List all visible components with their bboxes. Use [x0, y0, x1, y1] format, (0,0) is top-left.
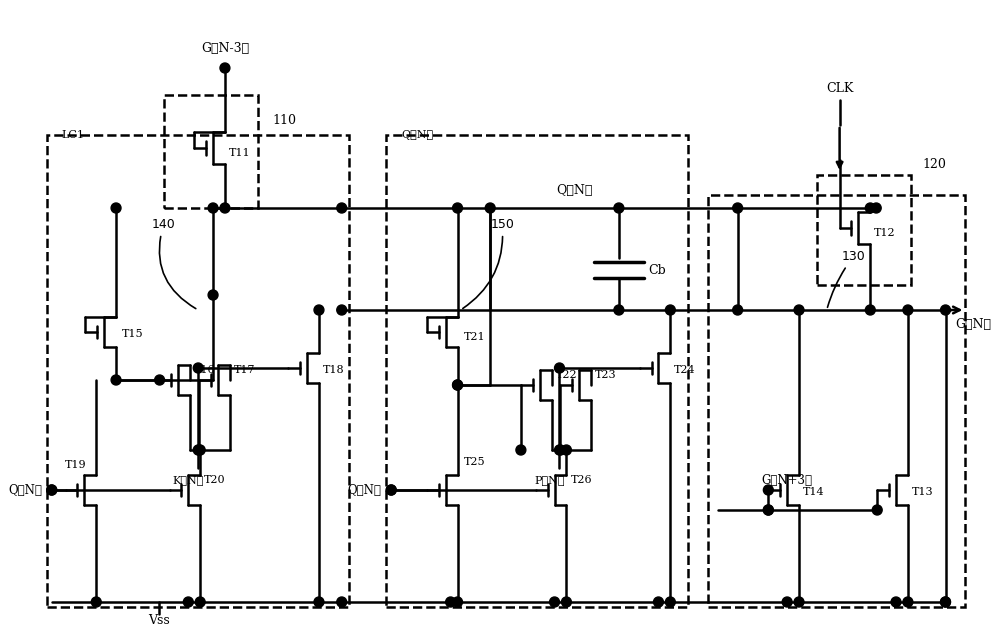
Circle shape [516, 445, 526, 455]
Bar [47, 135, 349, 607]
Circle shape [453, 597, 462, 607]
Text: T11: T11 [229, 148, 251, 158]
Circle shape [941, 597, 950, 607]
Circle shape [891, 597, 901, 607]
Circle shape [111, 203, 121, 213]
Circle shape [733, 203, 743, 213]
Circle shape [446, 597, 456, 607]
Circle shape [614, 203, 624, 213]
Circle shape [555, 363, 564, 373]
Circle shape [314, 597, 324, 607]
Text: T26: T26 [570, 475, 592, 485]
Circle shape [47, 485, 57, 495]
Text: 130: 130 [827, 250, 865, 307]
Text: 150: 150 [463, 218, 514, 308]
Text: CLK: CLK [826, 81, 853, 95]
Circle shape [337, 597, 347, 607]
Circle shape [453, 203, 462, 213]
Circle shape [155, 375, 165, 385]
Bar [708, 195, 965, 607]
Bar [817, 175, 911, 285]
Text: 140: 140 [152, 218, 196, 308]
Circle shape [111, 375, 121, 385]
Circle shape [91, 597, 101, 607]
Circle shape [193, 363, 203, 373]
Circle shape [794, 305, 804, 315]
Text: T23: T23 [595, 370, 617, 380]
Circle shape [386, 485, 396, 495]
Circle shape [47, 485, 57, 495]
Text: G（N-3）: G（N-3） [201, 41, 249, 55]
Circle shape [556, 445, 565, 455]
Circle shape [654, 597, 663, 607]
Circle shape [865, 203, 875, 213]
Text: T14: T14 [803, 487, 825, 497]
Circle shape [665, 597, 675, 607]
Text: K（N）: K（N） [173, 475, 204, 485]
Text: 110: 110 [272, 113, 296, 127]
Circle shape [872, 505, 882, 515]
Circle shape [763, 505, 773, 515]
Text: T20: T20 [204, 475, 226, 485]
Text: T13: T13 [912, 487, 933, 497]
Text: T15: T15 [122, 329, 144, 339]
Circle shape [194, 445, 204, 455]
Circle shape [195, 597, 205, 607]
Circle shape [193, 445, 203, 455]
Text: Cb: Cb [649, 263, 666, 277]
Bar [164, 95, 258, 208]
Circle shape [453, 380, 462, 390]
Text: T21: T21 [463, 332, 485, 342]
Text: Q（N）: Q（N） [401, 130, 433, 140]
Circle shape [941, 305, 950, 315]
Circle shape [903, 305, 913, 315]
Text: T16: T16 [194, 365, 216, 375]
Text: T25: T25 [463, 457, 485, 467]
Circle shape [733, 305, 743, 315]
Text: G（N）: G（N） [955, 319, 991, 331]
Text: Q（N）: Q（N） [347, 483, 381, 497]
Text: T12: T12 [874, 228, 896, 238]
Text: LC1: LC1 [62, 130, 85, 140]
Text: Q（N）: Q（N） [556, 184, 593, 197]
Circle shape [337, 305, 347, 315]
Text: T22: T22 [556, 370, 577, 380]
Circle shape [614, 305, 624, 315]
Circle shape [561, 445, 571, 455]
Circle shape [782, 597, 792, 607]
Text: T18: T18 [323, 365, 345, 375]
Circle shape [208, 203, 218, 213]
Circle shape [314, 305, 324, 315]
Circle shape [386, 485, 396, 495]
Text: T17: T17 [234, 365, 255, 375]
Circle shape [871, 203, 881, 213]
Circle shape [763, 485, 773, 495]
Circle shape [665, 305, 675, 315]
Bar [386, 135, 688, 607]
Circle shape [555, 445, 564, 455]
Circle shape [865, 305, 875, 315]
Circle shape [941, 597, 950, 607]
Circle shape [337, 203, 347, 213]
Circle shape [183, 597, 193, 607]
Circle shape [485, 203, 495, 213]
Text: T19: T19 [65, 460, 86, 470]
Circle shape [561, 597, 571, 607]
Circle shape [763, 505, 773, 515]
Text: T24: T24 [674, 365, 696, 375]
Text: Vss: Vss [148, 614, 169, 626]
Text: P（N）: P（N） [534, 475, 565, 485]
Circle shape [220, 203, 230, 213]
Circle shape [903, 597, 913, 607]
Circle shape [453, 380, 462, 390]
Circle shape [220, 63, 230, 73]
Text: Q（N）: Q（N） [8, 483, 42, 497]
Text: G（N+3）: G（N+3） [762, 473, 813, 487]
Circle shape [208, 290, 218, 300]
Circle shape [195, 445, 205, 455]
Text: 120: 120 [923, 158, 947, 172]
Circle shape [550, 597, 559, 607]
Circle shape [794, 597, 804, 607]
